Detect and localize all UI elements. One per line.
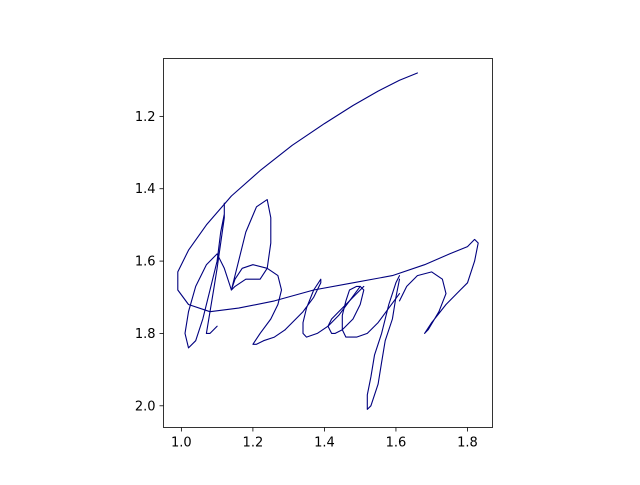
y-tick-label: 1.4 [135, 182, 156, 197]
y-tick-label: 1.8 [135, 327, 156, 342]
stroke-1 [177, 72, 479, 334]
y-tick-label: 1.6 [135, 255, 156, 270]
x-tick-label: 1.6 [386, 436, 407, 451]
x-tick-label: 1.4 [314, 436, 335, 451]
x-tick-label: 1.0 [171, 436, 192, 451]
plot-frame [163, 58, 493, 428]
y-axis: 1.2 1.4 1.6 1.8 2.0 [135, 110, 164, 414]
stroke-3 [327, 285, 401, 338]
y-tick-label: 2.0 [135, 399, 156, 414]
stroke-4 [284, 278, 361, 338]
stroke-2 [366, 275, 401, 410]
data-layer [177, 72, 479, 410]
y-tick-label: 1.2 [135, 110, 156, 125]
x-tick-label: 1.2 [243, 436, 264, 451]
stroke-5 [230, 199, 286, 345]
x-axis: 1.0 1.2 1.4 1.6 1.8 [171, 427, 478, 451]
x-tick-label: 1.8 [457, 436, 478, 451]
stroke-6 [184, 202, 232, 349]
